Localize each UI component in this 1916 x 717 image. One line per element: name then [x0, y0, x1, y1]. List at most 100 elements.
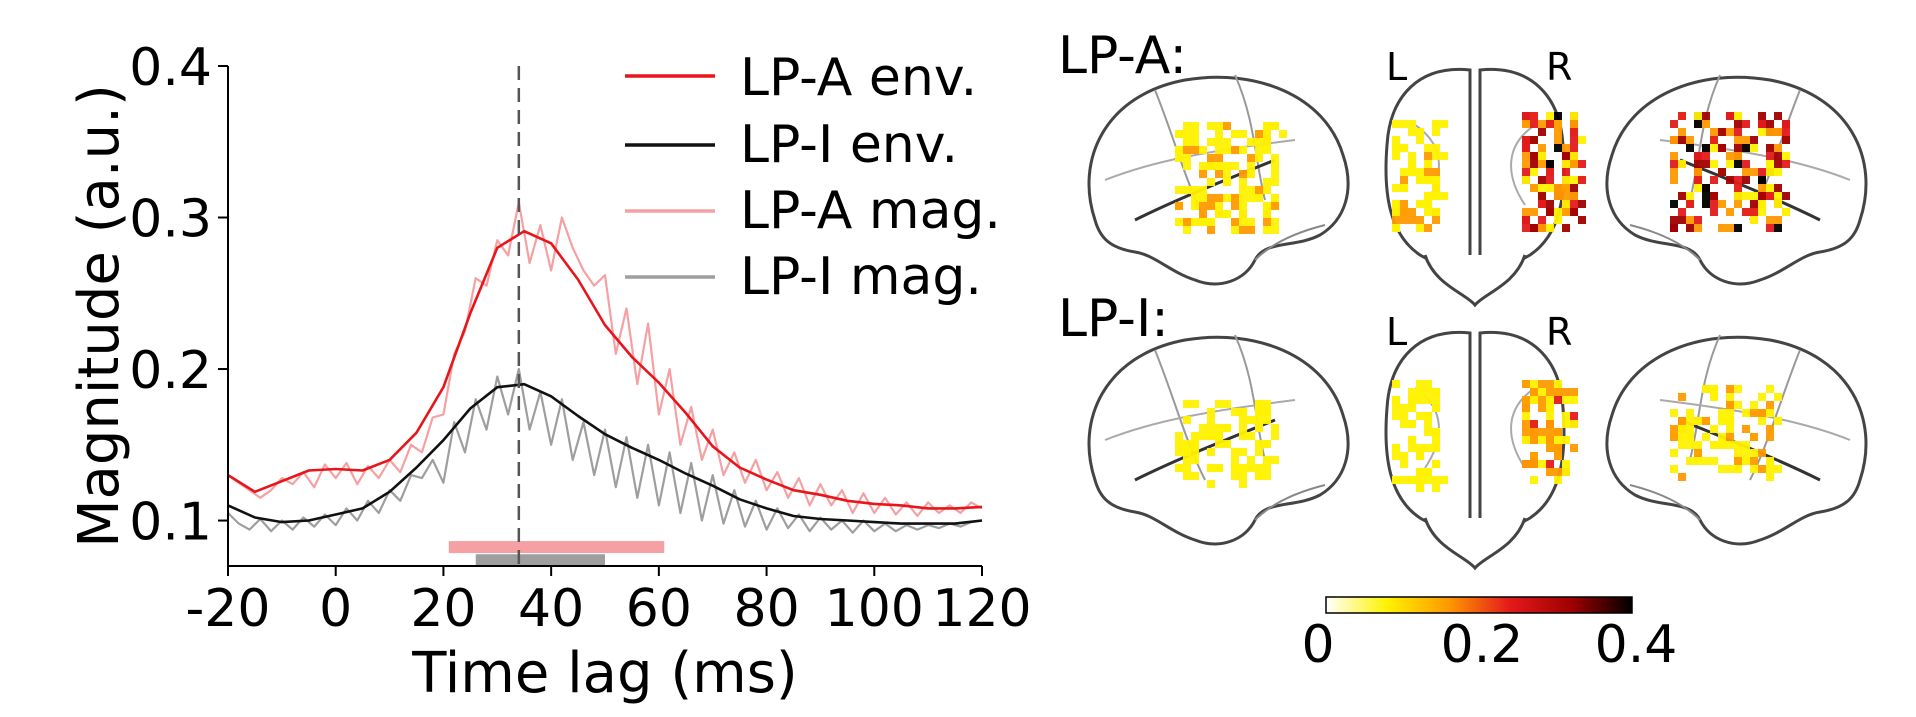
activation-voxel — [1734, 465, 1742, 473]
activation-voxel — [1734, 184, 1742, 192]
activation-voxel — [1239, 448, 1247, 456]
activation-voxel — [1774, 112, 1782, 120]
activation-voxel — [1408, 436, 1416, 444]
activation-voxel — [1670, 216, 1678, 224]
activation-voxel — [1400, 200, 1408, 208]
activation-voxel — [1392, 136, 1400, 144]
activation-voxel — [1408, 160, 1416, 168]
activation-voxel — [1766, 128, 1774, 136]
activation-voxel — [1239, 194, 1247, 202]
hemisphere-label-right: R — [1546, 310, 1572, 354]
activation-voxel — [1726, 465, 1734, 473]
activation-voxel — [1562, 224, 1570, 232]
activation-voxel — [1183, 186, 1191, 194]
activation-voxel — [1400, 168, 1408, 176]
activation-voxel — [1400, 208, 1408, 216]
activation-voxel — [1424, 468, 1432, 476]
activation-voxel — [1207, 138, 1215, 146]
activation-voxel — [1538, 160, 1546, 168]
activation-voxel — [1678, 216, 1686, 224]
legend-item-lp-i-mag: LP-I mag. — [625, 247, 982, 307]
hemisphere-label-left: L — [1386, 45, 1407, 89]
activation-voxel — [1702, 385, 1710, 393]
activation-voxel — [1670, 160, 1678, 168]
activation-voxel — [1702, 160, 1710, 168]
activation-voxel — [1207, 202, 1215, 210]
activation-voxel — [1432, 176, 1440, 184]
activation-voxel — [1742, 144, 1750, 152]
activation-voxel — [1199, 424, 1207, 432]
activation-voxel — [1578, 216, 1586, 224]
activation-voxel — [1670, 465, 1678, 473]
activation-voxel — [1562, 176, 1570, 184]
activation-voxel — [1554, 476, 1562, 484]
activation-voxel — [1408, 208, 1416, 216]
activation-voxel — [1416, 168, 1424, 176]
activation-voxel — [1750, 433, 1758, 441]
activation-voxel — [1750, 457, 1758, 465]
activation-voxel — [1522, 152, 1530, 160]
activation-voxel — [1530, 436, 1538, 444]
activation-voxel — [1670, 200, 1678, 208]
activation-voxel — [1231, 146, 1239, 154]
activation-voxel — [1678, 473, 1686, 481]
activation-voxel — [1183, 400, 1191, 408]
activation-lp-a-coronal-left — [1392, 120, 1448, 232]
activation-voxel — [1255, 464, 1263, 472]
activation-voxel — [1175, 464, 1183, 472]
activation-voxel — [1191, 130, 1199, 138]
activation-voxel — [1432, 184, 1440, 192]
activation-voxel — [1416, 468, 1424, 476]
activation-voxel — [1686, 457, 1694, 465]
activation-voxel — [1546, 388, 1554, 396]
activation-voxel — [1562, 160, 1570, 168]
activation-voxel — [1546, 444, 1554, 452]
activation-voxel — [1271, 194, 1279, 202]
activation-voxel — [1247, 170, 1255, 178]
activation-voxel — [1774, 128, 1782, 136]
activation-voxel — [1774, 417, 1782, 425]
activation-voxel — [1239, 464, 1247, 472]
activation-voxel — [1432, 388, 1440, 396]
activation-voxel — [1734, 160, 1742, 168]
activation-voxel — [1432, 152, 1440, 160]
activation-voxel — [1562, 436, 1570, 444]
activation-voxel — [1183, 464, 1191, 472]
activation-voxel — [1538, 128, 1546, 136]
activation-voxel — [1538, 192, 1546, 200]
activation-voxel — [1750, 465, 1758, 473]
activation-voxel — [1710, 200, 1718, 208]
activation-voxel — [1702, 152, 1710, 160]
activation-voxel — [1726, 425, 1734, 433]
activation-voxel — [1710, 208, 1718, 216]
activation-voxel — [1175, 186, 1183, 194]
activation-voxel — [1546, 380, 1554, 388]
activation-voxel — [1554, 208, 1562, 216]
activation-voxel — [1392, 476, 1400, 484]
activation-voxel — [1432, 428, 1440, 436]
activation-voxel — [1678, 441, 1686, 449]
activation-voxel — [1175, 448, 1183, 456]
activation-voxel — [1554, 216, 1562, 224]
activation-voxel — [1538, 152, 1546, 160]
activation-voxel — [1416, 452, 1424, 460]
series-line-lp-i-env — [227, 382, 983, 525]
activation-voxel — [1432, 484, 1440, 492]
activation-voxel — [1400, 216, 1408, 224]
activation-voxel — [1686, 224, 1694, 232]
activation-voxel — [1554, 388, 1562, 396]
activation-voxel — [1183, 456, 1191, 464]
y-tick-label: 0.1 — [129, 493, 212, 553]
activation-lp-i-coronal-right — [1522, 380, 1578, 484]
activation-voxel — [1215, 130, 1223, 138]
activation-voxel — [1432, 168, 1440, 176]
activation-voxel — [1175, 130, 1183, 138]
row-label-lp-i: LP-I: — [1058, 289, 1169, 349]
colorbar-gradient — [1325, 596, 1633, 614]
activation-voxel — [1554, 468, 1562, 476]
activation-voxel — [1702, 192, 1710, 200]
activation-voxel — [1191, 432, 1199, 440]
activation-voxel — [1231, 226, 1239, 234]
activation-voxel — [1734, 120, 1742, 128]
